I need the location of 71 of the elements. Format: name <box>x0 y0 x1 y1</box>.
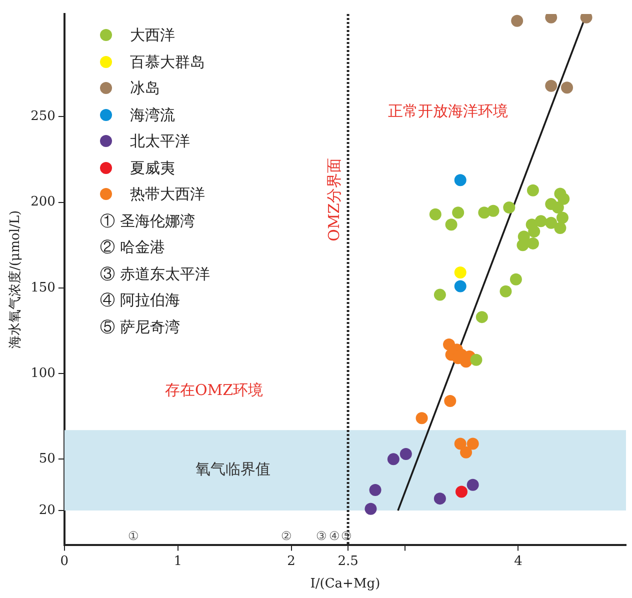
point <box>416 412 428 424</box>
legend-label: 北太平洋 <box>130 131 190 152</box>
point <box>454 280 466 292</box>
point <box>500 285 512 298</box>
legend-label: 冰岛 <box>130 78 160 99</box>
point <box>510 273 522 286</box>
annotation: ① 圣海伦娜湾 <box>100 210 196 232</box>
point <box>552 201 564 214</box>
x-axis-title: I/(Ca+Mg) <box>310 576 380 592</box>
point <box>460 446 472 458</box>
y-tick-label: 250 <box>30 109 56 124</box>
point <box>452 206 464 219</box>
annotation: ③ <box>316 529 327 543</box>
annotation: ① <box>128 529 139 543</box>
point <box>369 484 382 496</box>
annotation: 正常开放海洋环境 <box>388 102 508 121</box>
point <box>556 212 568 224</box>
point <box>516 239 529 252</box>
legend-label: 夏威夷 <box>130 158 175 178</box>
point <box>445 218 458 231</box>
point <box>387 453 400 466</box>
y-tick-label: 200 <box>30 194 56 210</box>
band-label: 氧气临界值 <box>195 460 270 478</box>
legend-label: 百慕大群岛 <box>130 52 205 72</box>
y-tick-label: 100 <box>30 366 56 381</box>
legend-label: 大西洋 <box>130 25 175 46</box>
point <box>466 478 479 491</box>
point <box>528 225 540 238</box>
annotation: ③ 赤道东太平洋 <box>100 264 210 284</box>
point <box>455 486 468 498</box>
point <box>434 288 446 301</box>
annotation: ④ <box>329 529 340 543</box>
y-axis-title: 海水氧气浓度/(μmol/L) <box>7 210 24 349</box>
annotation: ② 哈金港 <box>100 237 166 258</box>
point <box>554 222 566 234</box>
point <box>429 208 442 220</box>
point <box>503 201 516 214</box>
annotation: ⑤ 萨尼奇湾 <box>100 316 181 338</box>
y-tick-label: 50 <box>38 452 56 467</box>
point <box>444 394 456 407</box>
x-tick-label: 2.5 <box>338 554 358 569</box>
point <box>454 266 466 279</box>
point <box>434 492 446 505</box>
annotation: ④ 阿拉伯海 <box>100 290 181 311</box>
point <box>454 438 466 450</box>
point <box>561 82 574 94</box>
y-tick-label: 150 <box>30 280 56 296</box>
point <box>400 448 412 460</box>
point <box>558 192 570 205</box>
x-tick-label: 4 <box>514 554 522 569</box>
point <box>466 438 479 450</box>
legend-label: 海湾流 <box>130 104 175 126</box>
point <box>487 204 500 217</box>
point <box>526 184 539 196</box>
point <box>511 14 524 27</box>
annotation: ② <box>281 529 292 543</box>
point <box>545 216 558 229</box>
point <box>470 354 482 366</box>
x-tick-label: 1 <box>174 554 182 569</box>
legend-label: 热带大西洋 <box>130 184 205 205</box>
y-tick-label: 20 <box>38 502 56 518</box>
point <box>526 237 539 250</box>
x-tick-label: 2 <box>287 554 296 569</box>
annotation: 存在OMZ环境 <box>165 381 264 400</box>
point <box>454 174 466 186</box>
point <box>476 311 488 324</box>
annotation: ⑤ <box>341 529 352 543</box>
point <box>364 502 377 515</box>
ref-line-label: OMZ分界面 <box>324 158 343 242</box>
x-tick-label: 0 <box>60 554 69 569</box>
point <box>545 80 558 92</box>
